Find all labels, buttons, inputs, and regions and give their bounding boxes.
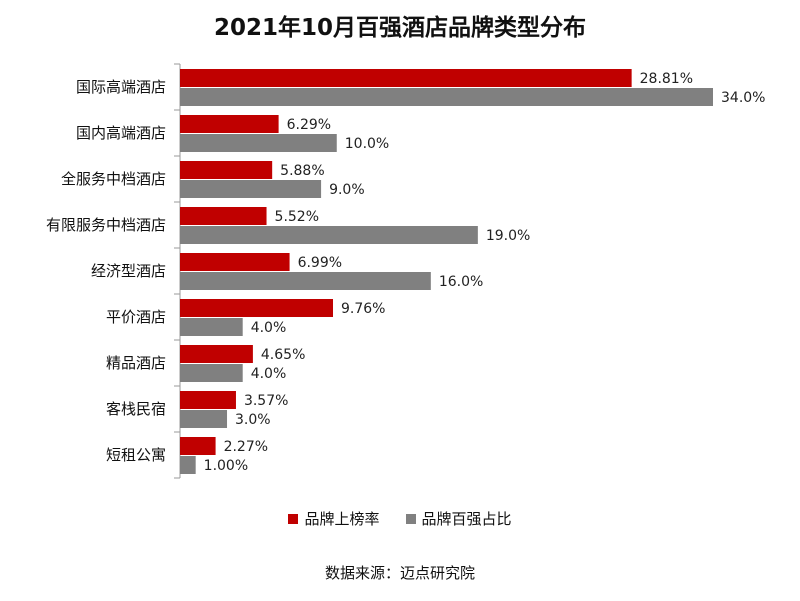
bar-listing-rate xyxy=(180,437,216,455)
data-label: 6.99% xyxy=(298,255,342,271)
chart-title: 2021年10月百强酒店品牌类型分布 xyxy=(213,15,587,41)
data-label: 4.0% xyxy=(251,320,287,336)
chart-legend: 品牌上榜率 品牌百强占比 xyxy=(0,508,800,529)
category-label: 全服务中档酒店 xyxy=(61,170,166,188)
bar-listing-rate xyxy=(180,345,253,363)
bar-top100-share xyxy=(180,88,713,106)
bar-listing-rate xyxy=(180,115,279,133)
legend-label-series-2: 品牌百强占比 xyxy=(421,510,512,528)
bar-listing-rate xyxy=(180,161,273,179)
bar-top100-share xyxy=(180,272,431,290)
bar-listing-rate xyxy=(180,391,236,409)
bar-listing-rate xyxy=(180,299,334,317)
bar-listing-rate xyxy=(180,69,632,87)
data-label: 5.88% xyxy=(280,163,324,179)
legend-item-series-2: 品牌百强占比 xyxy=(405,508,512,529)
bar-top100-share xyxy=(180,134,337,152)
data-label: 6.29% xyxy=(287,117,331,133)
data-source-note: 数据来源：迈点研究院 xyxy=(324,564,475,582)
data-label: 19.0% xyxy=(486,228,530,244)
bar-top100-share xyxy=(180,456,196,474)
data-label: 16.0% xyxy=(439,274,483,290)
data-label: 10.0% xyxy=(345,136,389,152)
bar-top100-share xyxy=(180,226,478,244)
data-label: 3.0% xyxy=(235,412,271,428)
legend-item-series-1: 品牌上榜率 xyxy=(288,508,380,529)
bar-listing-rate xyxy=(180,207,267,225)
bar-listing-rate xyxy=(180,253,290,271)
category-label: 短租公寓 xyxy=(106,446,166,464)
legend-swatch-series-1 xyxy=(288,513,299,524)
bar-top100-share xyxy=(180,318,243,336)
category-label: 有限服务中档酒店 xyxy=(46,216,166,234)
data-label: 2.27% xyxy=(224,439,268,455)
data-label: 34.0% xyxy=(721,90,765,106)
category-label: 国际高端酒店 xyxy=(76,78,166,96)
data-label: 9.0% xyxy=(329,182,365,198)
data-label: 3.57% xyxy=(244,393,288,409)
category-label: 精品酒店 xyxy=(106,354,166,372)
bar-top100-share xyxy=(180,180,322,198)
data-label: 4.65% xyxy=(261,347,305,363)
data-label: 28.81% xyxy=(640,71,693,87)
data-label: 1.00% xyxy=(204,458,248,474)
category-label: 国内高端酒店 xyxy=(76,124,166,142)
legend-swatch-series-2 xyxy=(405,513,416,524)
legend-label-series-1: 品牌上榜率 xyxy=(304,510,380,528)
data-label: 9.76% xyxy=(341,301,385,317)
category-label: 客栈民宿 xyxy=(106,400,166,418)
bar-top100-share xyxy=(180,364,243,382)
data-label: 5.52% xyxy=(275,209,319,225)
bar-top100-share xyxy=(180,410,228,428)
category-label: 平价酒店 xyxy=(106,308,166,326)
category-label: 经济型酒店 xyxy=(91,262,166,280)
data-label: 4.0% xyxy=(251,366,287,382)
